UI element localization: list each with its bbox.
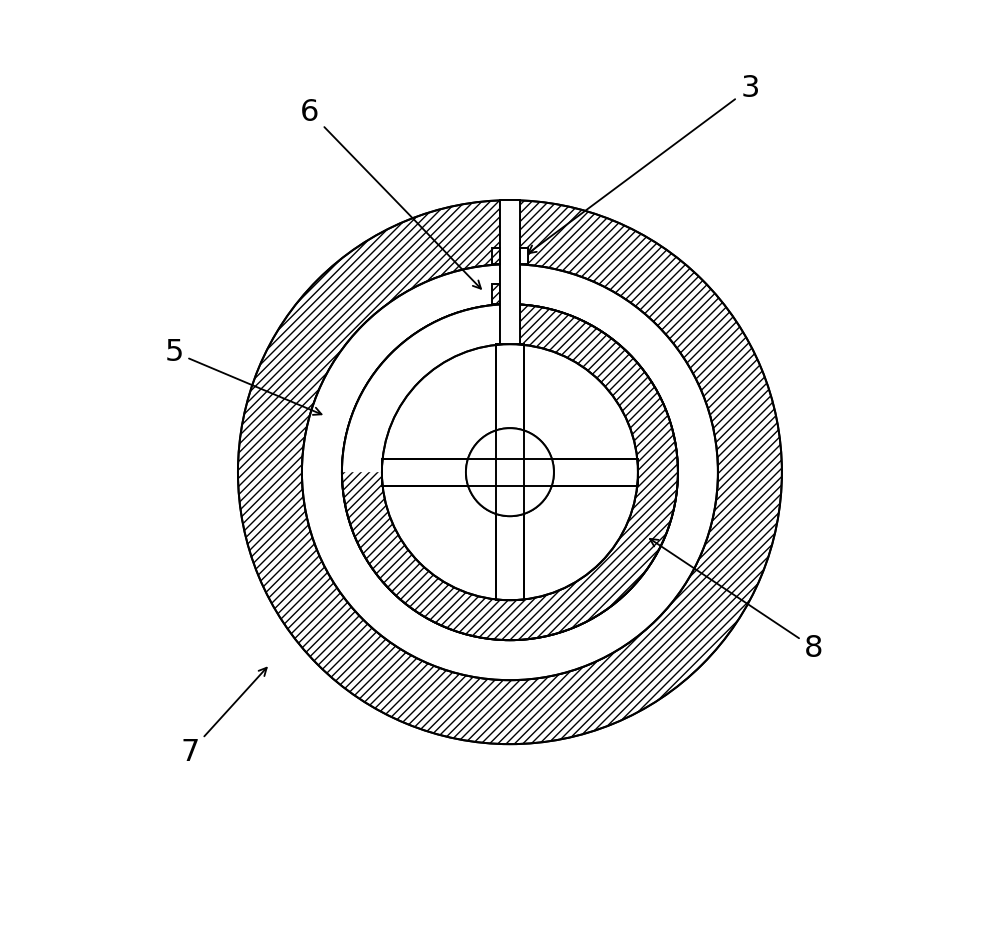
Text: 3: 3	[528, 74, 758, 253]
Polygon shape	[382, 458, 637, 486]
Wedge shape	[510, 344, 637, 471]
Text: 8: 8	[649, 539, 823, 663]
Wedge shape	[238, 200, 781, 744]
Polygon shape	[342, 305, 499, 472]
Text: 5: 5	[164, 338, 321, 415]
Polygon shape	[496, 344, 523, 600]
Polygon shape	[499, 265, 520, 304]
Polygon shape	[499, 248, 527, 265]
Wedge shape	[510, 473, 637, 600]
Wedge shape	[515, 478, 636, 599]
Wedge shape	[342, 304, 677, 640]
Polygon shape	[492, 284, 499, 304]
Text: 7: 7	[180, 668, 266, 767]
Wedge shape	[382, 344, 509, 471]
Circle shape	[465, 428, 554, 516]
Polygon shape	[520, 248, 527, 265]
Wedge shape	[383, 345, 504, 467]
Wedge shape	[515, 345, 636, 467]
Polygon shape	[492, 248, 499, 265]
Text: 6: 6	[300, 97, 480, 289]
Polygon shape	[499, 304, 520, 344]
Polygon shape	[499, 200, 520, 344]
Wedge shape	[382, 473, 509, 600]
Circle shape	[465, 428, 554, 516]
Wedge shape	[383, 478, 504, 599]
Circle shape	[382, 344, 637, 600]
Polygon shape	[499, 200, 520, 265]
Wedge shape	[301, 265, 718, 680]
